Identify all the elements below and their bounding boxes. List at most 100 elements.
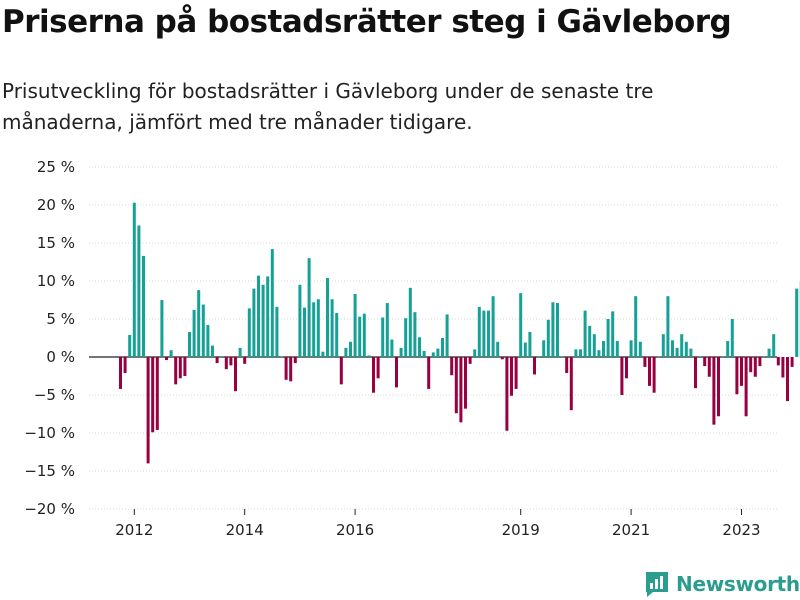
bar	[763, 356, 766, 357]
bar	[666, 296, 670, 357]
bar	[335, 312, 339, 357]
bar	[684, 341, 688, 357]
bar	[326, 277, 329, 357]
bar	[289, 357, 293, 382]
bar	[459, 357, 463, 423]
bar	[275, 306, 279, 357]
bar	[408, 287, 412, 357]
y-tick-label: −20 %	[24, 500, 75, 518]
bar	[546, 319, 550, 357]
bar	[427, 357, 431, 389]
bar	[744, 357, 748, 417]
bar	[450, 357, 454, 376]
bar	[372, 357, 375, 393]
bar	[206, 325, 210, 357]
bar	[721, 356, 725, 357]
bar	[128, 334, 132, 357]
bar	[298, 284, 302, 357]
bar	[772, 334, 776, 357]
bar	[142, 255, 145, 357]
bar	[680, 334, 684, 357]
bar	[353, 293, 357, 357]
y-tick-label: 25 %	[37, 158, 75, 176]
bar	[155, 357, 159, 430]
x-tick-label: 2023	[722, 521, 760, 539]
bar	[510, 357, 513, 396]
bar	[694, 357, 697, 389]
bar	[703, 357, 707, 367]
y-tick-label: 0 %	[46, 348, 75, 366]
bar	[220, 356, 224, 357]
bar	[303, 307, 306, 357]
bar	[395, 357, 398, 388]
bar	[740, 357, 743, 386]
bar	[261, 284, 265, 357]
bar	[533, 357, 536, 375]
bar	[602, 341, 605, 357]
bar	[528, 331, 532, 357]
bar	[606, 319, 610, 357]
bar	[280, 356, 283, 357]
x-tick-label: 2014	[226, 521, 264, 539]
bar	[399, 347, 403, 357]
y-tick-label: −5 %	[34, 386, 75, 404]
bar	[390, 339, 394, 357]
bar	[523, 342, 527, 357]
bar	[542, 340, 546, 357]
bar	[482, 310, 486, 357]
bar	[234, 357, 237, 392]
bar	[776, 357, 780, 366]
bar	[514, 357, 518, 389]
y-tick-label: 5 %	[46, 310, 75, 328]
bar	[312, 302, 316, 357]
bar	[119, 357, 122, 389]
bar	[592, 334, 596, 357]
y-axis: 25 % 20 % 15 % 10 % 5 % 0 % −5 % −10 % −15 % −20 …	[24, 158, 75, 518]
bar	[496, 341, 500, 357]
bar	[137, 225, 141, 357]
bar	[330, 299, 334, 357]
bar	[519, 293, 523, 357]
bar	[183, 357, 187, 376]
bar	[726, 341, 730, 357]
bar	[569, 357, 573, 411]
bar	[404, 318, 408, 357]
bar	[441, 338, 444, 357]
bar	[151, 357, 155, 433]
bar	[146, 357, 150, 464]
bar	[362, 313, 366, 357]
bar	[192, 309, 196, 357]
bar	[358, 316, 362, 357]
bar	[468, 357, 472, 364]
bar	[487, 310, 490, 357]
bar	[284, 357, 288, 380]
bar	[132, 202, 136, 357]
bar	[381, 317, 385, 357]
bar	[565, 357, 569, 373]
bar	[224, 357, 228, 370]
bar	[229, 357, 233, 366]
bar	[188, 331, 191, 357]
bar	[316, 299, 320, 357]
bar	[266, 276, 270, 357]
brand-name: Newsworthy	[676, 572, 800, 596]
bar	[339, 357, 343, 385]
y-tick-label: 15 %	[37, 234, 75, 252]
bar	[201, 304, 205, 357]
bar	[247, 308, 251, 357]
brand[interactable]: Newsworthy	[644, 569, 800, 599]
x-tick-label: 2019	[502, 521, 540, 539]
bar	[413, 312, 417, 357]
bar	[169, 350, 173, 357]
x-tick-label: 2012	[115, 521, 153, 539]
bar	[385, 303, 389, 357]
bar	[657, 356, 661, 357]
bar	[758, 357, 762, 367]
bar	[178, 357, 182, 379]
bar	[473, 349, 477, 357]
x-axis: 2012201420162019202120232025	[115, 509, 761, 539]
bar	[717, 357, 720, 417]
bars	[119, 202, 800, 464]
bar	[790, 357, 794, 367]
